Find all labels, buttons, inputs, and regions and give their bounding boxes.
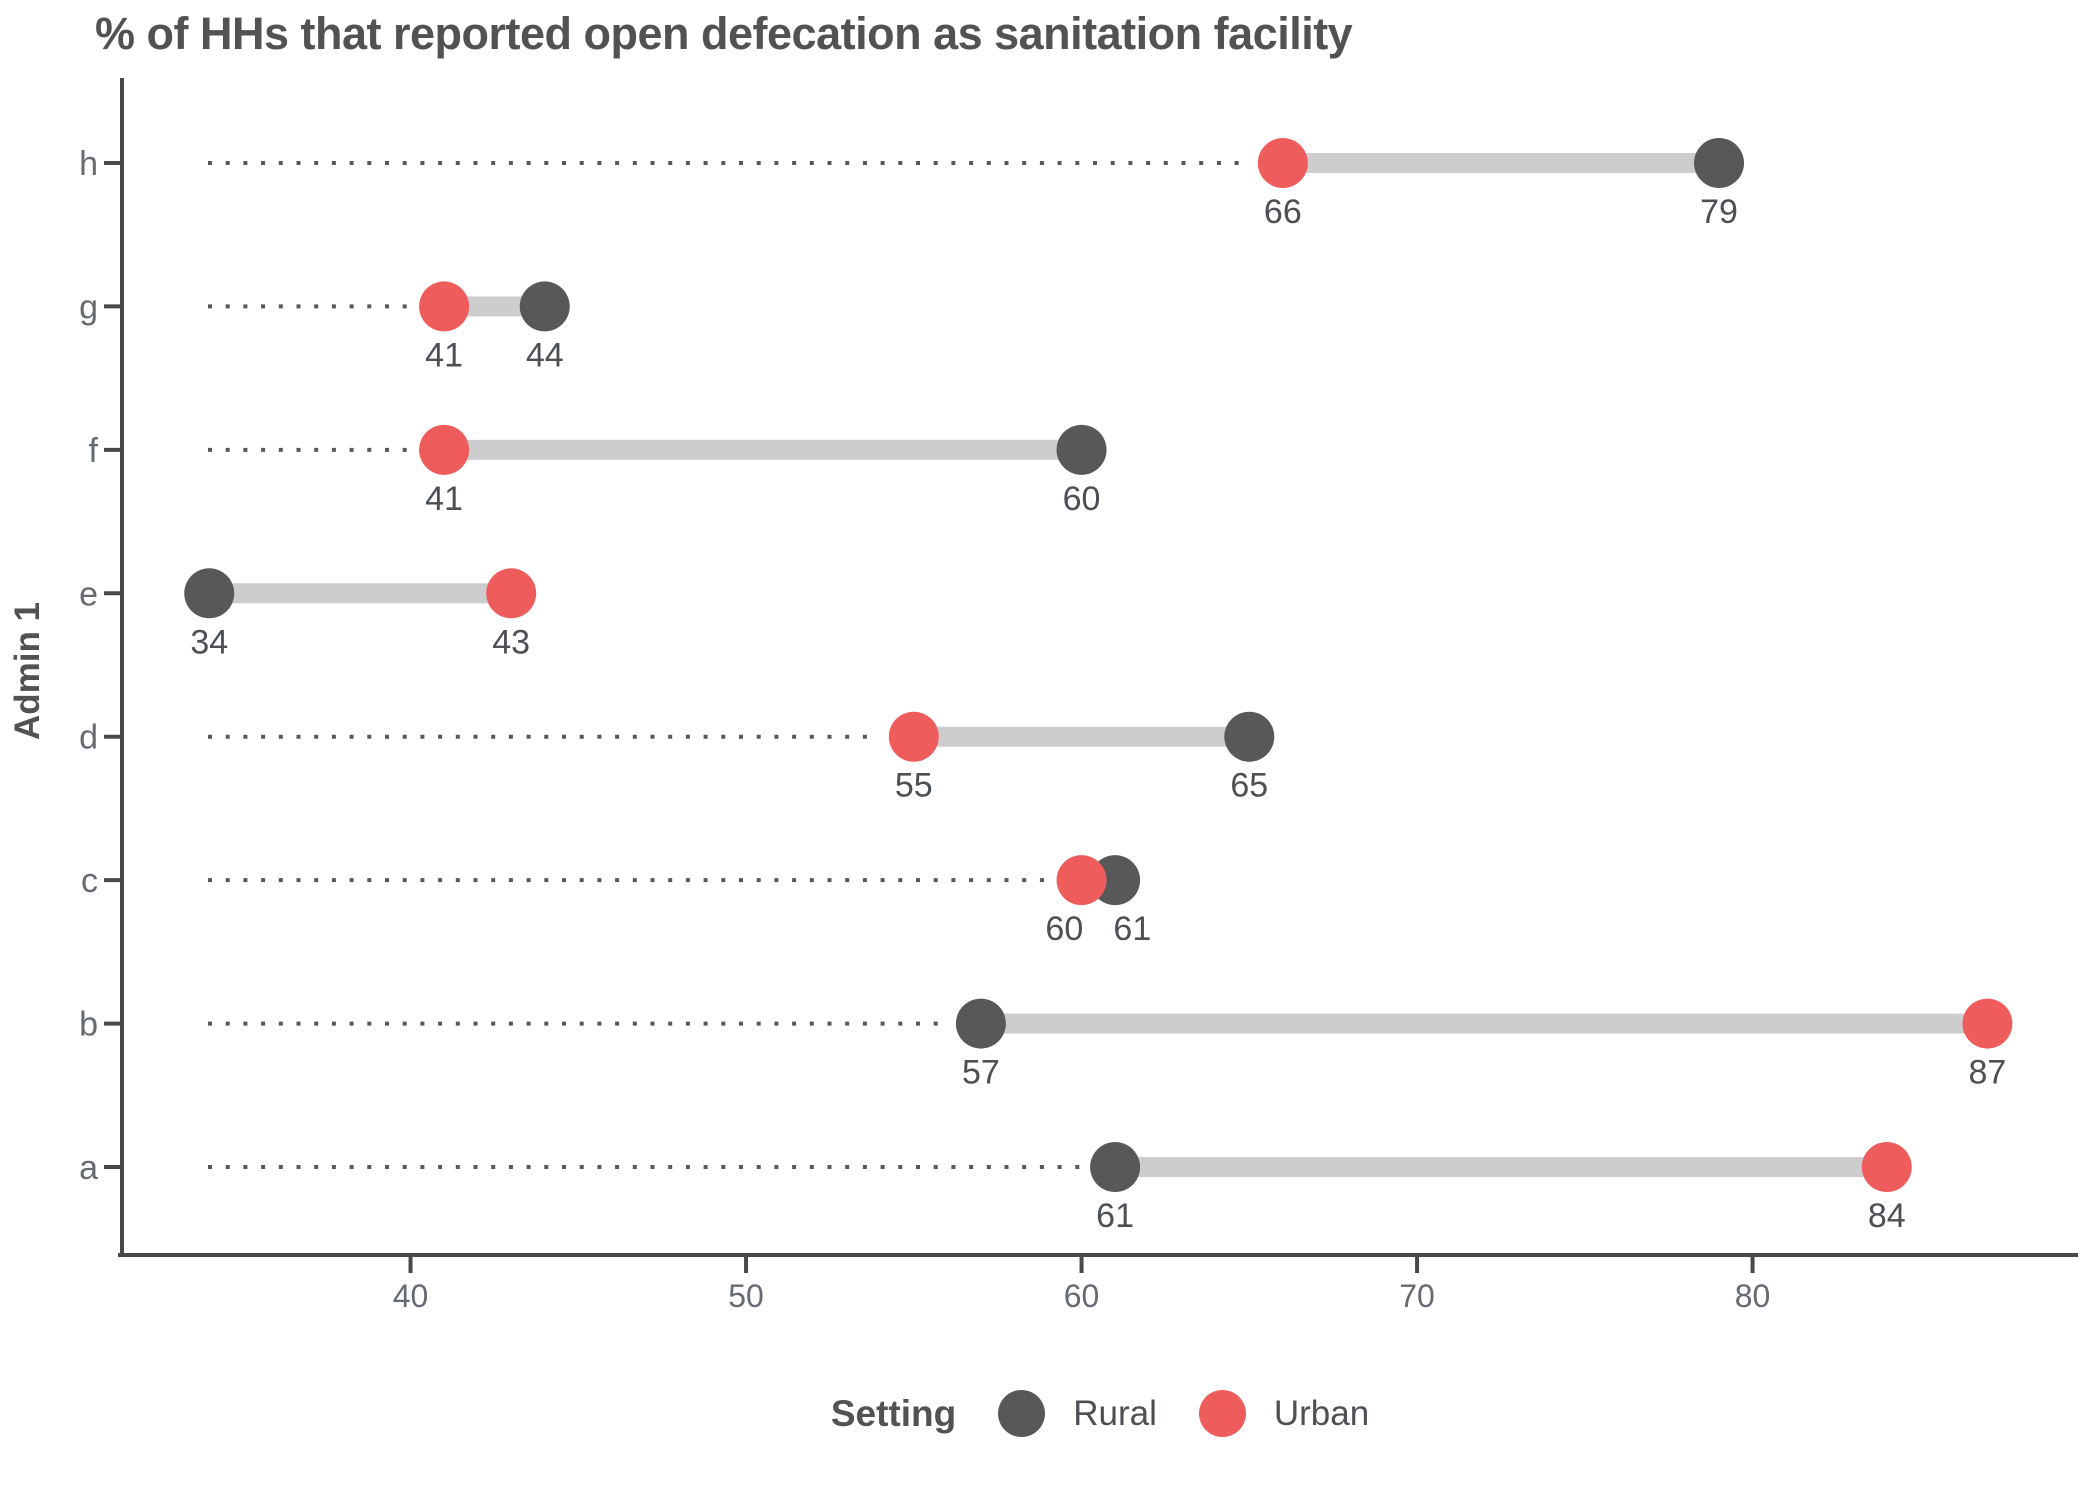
- value-label-rural-g: 44: [526, 336, 564, 374]
- dot-rural-b: [955, 998, 1006, 1049]
- x-tick-label-70: 70: [1399, 1278, 1435, 1314]
- y-tick-label-f: f: [89, 432, 99, 470]
- x-tick-label-40: 40: [393, 1278, 429, 1314]
- value-label-urban-e: 43: [492, 623, 530, 661]
- value-label-rural-d: 65: [1230, 767, 1268, 805]
- legend-item-urban: Urban: [1198, 1390, 1370, 1437]
- value-label-urban-d: 55: [895, 767, 933, 805]
- dot-urban-c: [1056, 855, 1107, 906]
- value-label-rural-b: 57: [962, 1054, 1000, 1092]
- y-tick-label-b: b: [79, 1006, 98, 1044]
- y-axis-title: Admin 1: [8, 601, 47, 741]
- chart-title: % of HHs that reported open defecation a…: [95, 8, 1353, 59]
- dot-urban-b: [1962, 998, 2013, 1049]
- dot-urban-a: [1861, 1142, 1912, 1193]
- connector-bar: [1115, 1157, 1887, 1178]
- dot-rural-d: [1224, 711, 1275, 762]
- plot-area: 79 66 h 44 41 g 60 41 f 34 43 e 65 55 d 61 60 c 57 87 b 61 84 a…: [79, 78, 2078, 1314]
- y-tick-label-e: e: [79, 575, 98, 613]
- legend: Setting Rural Urban: [122, 1390, 2078, 1437]
- value-label-urban-h: 66: [1264, 193, 1302, 231]
- rural-legend-dot-icon: [998, 1390, 1046, 1437]
- x-tick-label-50: 50: [728, 1278, 764, 1314]
- dot-urban-h: [1257, 138, 1308, 188]
- connector-bar: [444, 439, 1082, 460]
- dot-rural-h: [1694, 138, 1745, 188]
- dot-urban-f: [419, 424, 470, 475]
- dot-rural-e: [184, 568, 235, 619]
- connector-bar: [913, 726, 1250, 747]
- legend-title: Setting: [830, 1392, 957, 1434]
- y-tick-label-a: a: [79, 1149, 98, 1187]
- dot-urban-e: [486, 568, 537, 619]
- value-label-rural-e: 34: [190, 623, 228, 661]
- value-label-rural-c: 61: [1113, 910, 1151, 948]
- connector-bar: [209, 583, 512, 604]
- value-label-urban-f: 41: [425, 480, 463, 518]
- value-label-urban-c: 60: [1045, 910, 1083, 948]
- value-label-urban-g: 41: [425, 336, 463, 374]
- dot-rural-a: [1090, 1142, 1141, 1193]
- x-tick-label-60: 60: [1064, 1278, 1100, 1314]
- y-tick-label-d: d: [79, 719, 98, 757]
- dot-urban-d: [888, 711, 939, 762]
- value-label-rural-h: 79: [1700, 193, 1738, 231]
- y-tick-label-h: h: [79, 145, 98, 183]
- legend-label-urban: Urban: [1273, 1393, 1370, 1433]
- legend-label-rural: Rural: [1073, 1393, 1157, 1433]
- dot-rural-g: [519, 281, 570, 332]
- dot-rural-f: [1056, 424, 1107, 475]
- x-tick-label-80: 80: [1735, 1278, 1771, 1314]
- value-label-urban-b: 87: [1968, 1054, 2006, 1092]
- y-tick-label-g: g: [79, 288, 98, 326]
- connector-bar: [444, 296, 545, 317]
- value-label-rural-f: 60: [1063, 480, 1101, 518]
- connector-bar: [980, 1013, 1988, 1034]
- urban-legend-dot-icon: [1198, 1390, 1246, 1437]
- value-label-rural-a: 61: [1096, 1197, 1134, 1235]
- value-label-urban-a: 84: [1868, 1197, 1906, 1235]
- legend-item-rural: Rural: [998, 1390, 1157, 1437]
- dot-urban-g: [419, 281, 470, 332]
- connector-bar: [1282, 153, 1720, 173]
- y-tick-label-c: c: [81, 862, 98, 900]
